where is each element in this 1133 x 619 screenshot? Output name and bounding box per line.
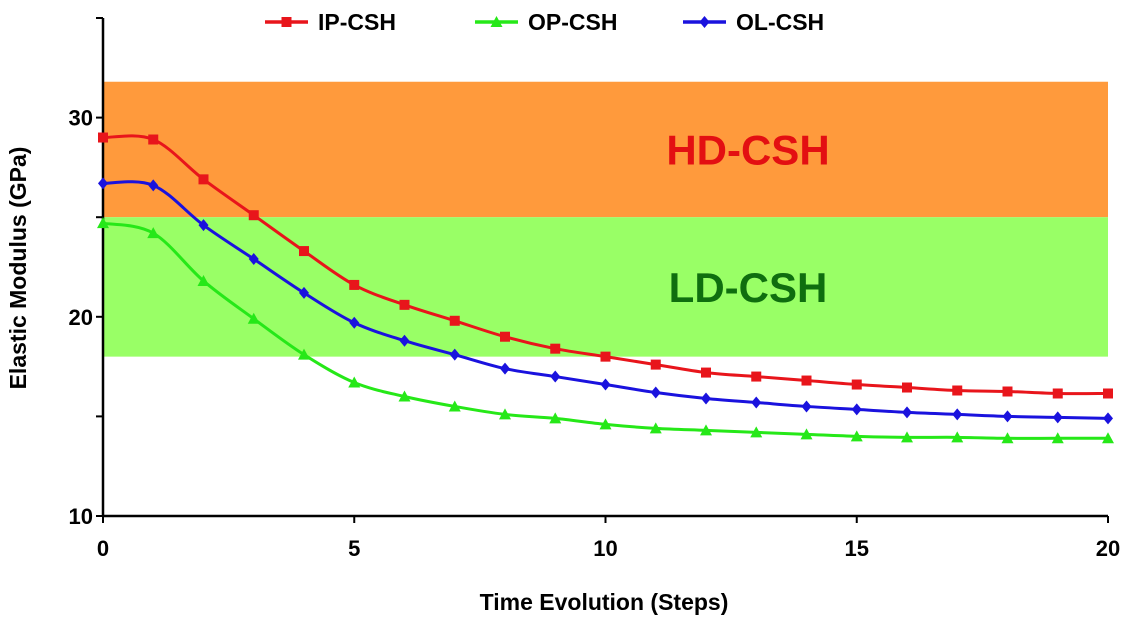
series-lines bbox=[97, 132, 1114, 444]
data-point-op-csh bbox=[448, 400, 461, 412]
data-point-ol-csh bbox=[650, 386, 661, 399]
data-point-op-csh bbox=[1102, 432, 1114, 444]
data-point-op-csh bbox=[599, 418, 612, 430]
y-tick-label: 20 bbox=[69, 305, 93, 330]
data-point-op-csh bbox=[247, 312, 260, 324]
data-point-ip-csh bbox=[1103, 388, 1113, 399]
data-point-ol-csh bbox=[349, 316, 360, 329]
legend-marker bbox=[490, 16, 503, 27]
legend-item-ol-csh: OL-CSH bbox=[683, 9, 824, 35]
data-point-ol-csh bbox=[299, 286, 309, 299]
legend-label: IP-CSH bbox=[318, 9, 396, 35]
data-point-op-csh bbox=[1051, 432, 1064, 444]
x-tick-label: 0 bbox=[97, 536, 109, 561]
legend-item-op-csh: OP-CSH bbox=[475, 9, 617, 35]
data-point-op-csh bbox=[1001, 432, 1014, 444]
data-point-ol-csh bbox=[751, 396, 762, 409]
data-point-op-csh bbox=[700, 424, 712, 436]
data-point-ol-csh bbox=[449, 348, 460, 361]
legend-label: OP-CSH bbox=[528, 9, 617, 35]
data-point-ip-csh bbox=[902, 382, 912, 393]
data-point-ol-csh bbox=[148, 179, 159, 192]
data-point-ip-csh bbox=[449, 315, 460, 326]
band-labels: HD-CSH LD-CSH bbox=[666, 126, 829, 310]
data-point-ip-csh bbox=[550, 343, 561, 354]
band-hd-csh bbox=[103, 81, 1108, 218]
data-point-ol-csh bbox=[701, 392, 711, 405]
legend-marker bbox=[281, 17, 292, 27]
data-point-op-csh bbox=[197, 274, 210, 286]
data-point-ip-csh bbox=[1052, 388, 1063, 399]
data-point-ip-csh bbox=[952, 385, 963, 396]
data-point-ol-csh bbox=[1002, 410, 1013, 423]
x-tick-label: 20 bbox=[1096, 536, 1120, 561]
data-point-ip-csh bbox=[701, 367, 711, 378]
data-point-op-csh bbox=[499, 408, 511, 420]
data-point-op-csh bbox=[398, 390, 411, 402]
x-tick-label: 5 bbox=[348, 536, 360, 561]
data-point-ol-csh bbox=[1103, 412, 1113, 425]
data-point-op-csh bbox=[750, 426, 763, 438]
x-tick-label: 10 bbox=[593, 536, 617, 561]
data-point-ip-csh bbox=[500, 331, 510, 342]
data-point-op-csh bbox=[298, 348, 310, 360]
data-point-ol-csh bbox=[399, 334, 410, 347]
series-op-csh bbox=[97, 217, 1114, 444]
data-point-ol-csh bbox=[98, 177, 108, 190]
data-point-ol-csh bbox=[801, 400, 812, 413]
band-ld-csh bbox=[103, 217, 1108, 357]
data-point-ip-csh bbox=[248, 210, 259, 221]
density-bands bbox=[103, 81, 1108, 357]
data-point-ol-csh bbox=[1052, 411, 1063, 424]
data-point-ip-csh bbox=[98, 132, 108, 143]
data-point-ol-csh bbox=[851, 403, 862, 416]
data-point-ol-csh bbox=[198, 219, 209, 232]
data-point-ol-csh bbox=[600, 378, 611, 391]
data-point-op-csh bbox=[850, 430, 863, 442]
series-ol-csh bbox=[98, 177, 1113, 425]
data-point-ip-csh bbox=[851, 379, 862, 390]
data-point-ip-csh bbox=[349, 279, 360, 290]
data-point-op-csh bbox=[348, 376, 361, 388]
data-point-ip-csh bbox=[751, 371, 762, 382]
data-point-op-csh bbox=[147, 227, 160, 239]
data-point-ol-csh bbox=[550, 370, 561, 383]
x-tick-label: 15 bbox=[845, 536, 869, 561]
data-point-ip-csh bbox=[801, 375, 812, 386]
data-point-ip-csh bbox=[299, 246, 309, 257]
legend-item-ip-csh: IP-CSH bbox=[265, 9, 396, 35]
x-axis-title: Time Evolution (Steps) bbox=[480, 589, 729, 615]
data-point-op-csh bbox=[549, 412, 562, 424]
y-tick-label: 10 bbox=[69, 504, 93, 529]
data-point-ip-csh bbox=[600, 351, 611, 362]
data-point-op-csh bbox=[800, 428, 813, 440]
data-point-ol-csh bbox=[902, 406, 912, 419]
band-label-hd-csh: HD-CSH bbox=[666, 126, 829, 173]
data-point-ip-csh bbox=[148, 134, 159, 145]
series-ip-csh bbox=[98, 132, 1113, 399]
data-point-ol-csh bbox=[500, 362, 510, 375]
legend: IP-CSH OP-CSH OL-CSH bbox=[265, 9, 824, 35]
data-point-ip-csh bbox=[399, 299, 410, 310]
data-point-ip-csh bbox=[650, 359, 661, 370]
data-point-ol-csh bbox=[952, 408, 963, 421]
legend-label: OL-CSH bbox=[736, 9, 824, 35]
legend-marker bbox=[699, 16, 710, 28]
data-point-op-csh bbox=[649, 422, 662, 434]
data-point-ip-csh bbox=[198, 174, 209, 185]
data-point-op-csh bbox=[97, 217, 109, 229]
data-point-op-csh bbox=[951, 431, 964, 443]
data-point-ol-csh bbox=[248, 253, 259, 266]
band-label-ld-csh: LD-CSH bbox=[669, 264, 828, 311]
y-axis-title: Elastic Modulus (GPa) bbox=[5, 147, 31, 390]
data-point-ip-csh bbox=[1002, 386, 1013, 397]
axes: 10 20 30 0 5 10 15 20 bbox=[69, 17, 1120, 561]
y-tick-label: 30 bbox=[69, 106, 93, 131]
data-point-op-csh bbox=[901, 431, 913, 443]
